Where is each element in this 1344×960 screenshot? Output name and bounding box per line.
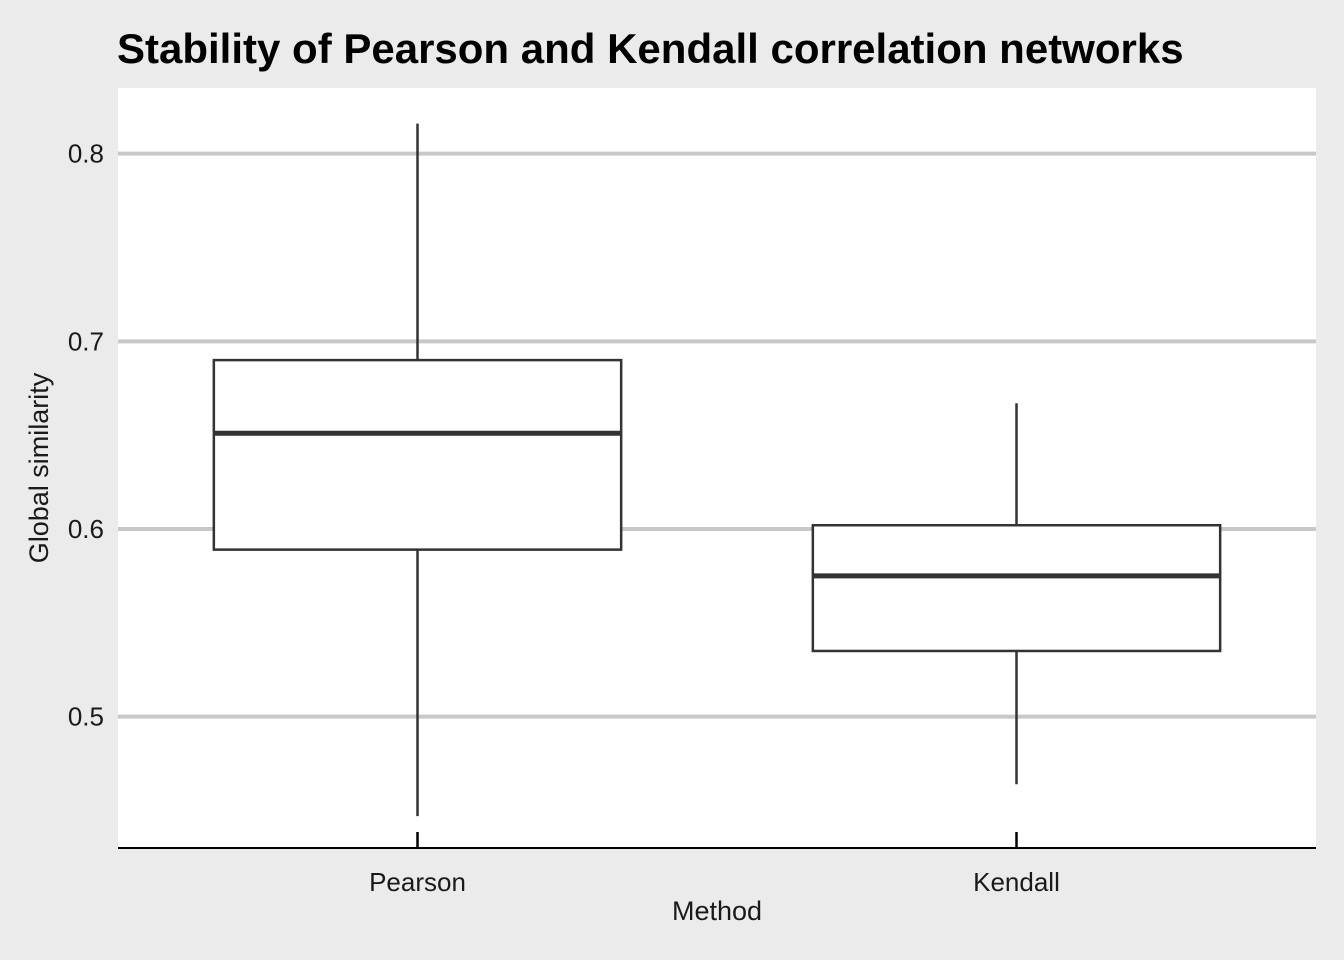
box-pearson bbox=[212, 123, 623, 817]
x-axis-ticks: Pearson Kendall bbox=[369, 832, 1060, 897]
y-axis-title: Global similarity bbox=[24, 372, 54, 563]
y-tick-label: 0.6 bbox=[68, 514, 104, 544]
x-tick-label-kendall: Kendall bbox=[973, 867, 1060, 897]
x-tick-label-pearson: Pearson bbox=[369, 867, 466, 897]
x-axis-title: Method bbox=[672, 896, 762, 926]
y-tick-label: 0.5 bbox=[68, 702, 104, 732]
boxplots bbox=[212, 123, 1222, 817]
chart-title: Stability of Pearson and Kendall correla… bbox=[117, 25, 1184, 72]
y-tick-label: 0.8 bbox=[68, 139, 104, 169]
y-tick-label: 0.7 bbox=[68, 326, 104, 356]
box-kendall bbox=[811, 403, 1222, 785]
iqr-box bbox=[811, 523, 1222, 653]
y-tick-labels: 0.5 0.6 0.7 0.8 bbox=[68, 139, 104, 732]
iqr-box bbox=[212, 358, 623, 551]
